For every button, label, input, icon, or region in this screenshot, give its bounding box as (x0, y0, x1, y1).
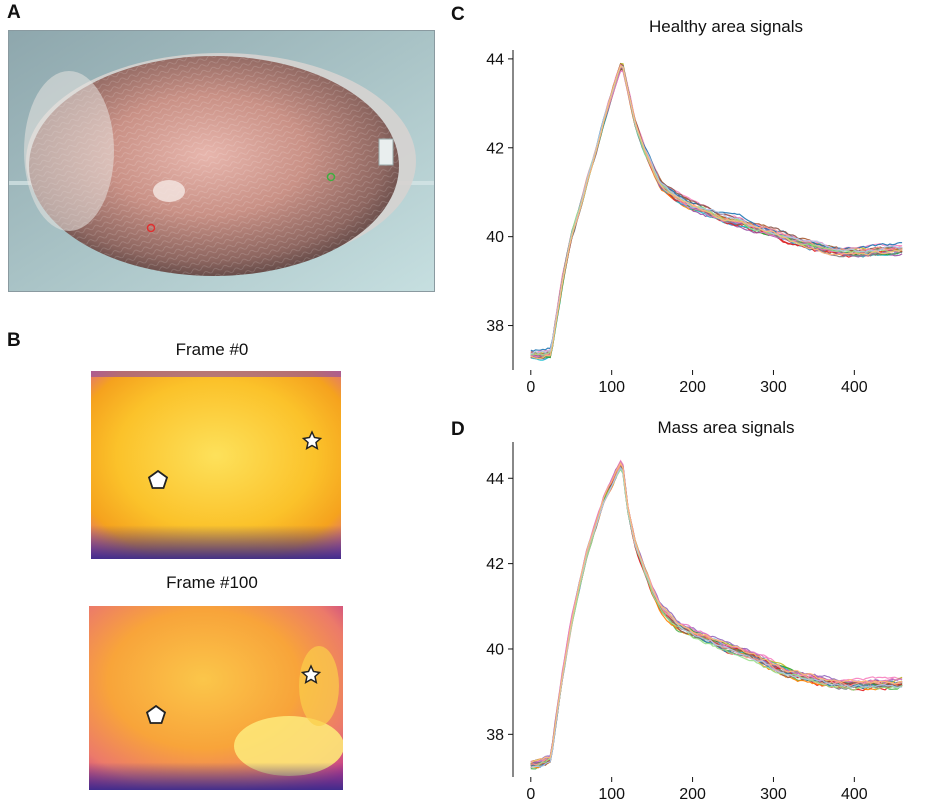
chart-healthy-signals: Healthy area signals 38 40 42 44 0 100 200 300 4… (486, 17, 903, 396)
thermal-frame-100 (89, 606, 343, 790)
signal-series-20 (530, 65, 903, 360)
signal-series-2 (530, 465, 903, 770)
y-tick-label: 38 (486, 727, 504, 744)
panel-label-d: D (451, 419, 465, 440)
signal-series-14 (530, 465, 903, 769)
y-tick-label: 40 (486, 229, 504, 246)
star-marker-frame100 (300, 664, 322, 684)
y-tick-label: 42 (486, 556, 504, 573)
star-marker-frame0 (301, 430, 323, 450)
chart-title: Healthy area signals (649, 17, 803, 36)
signal-series-15 (530, 70, 903, 358)
signal-series-6 (530, 464, 903, 767)
y-tick-label: 40 (486, 641, 504, 658)
signal-series-5 (530, 461, 903, 765)
x-tick-label: 100 (598, 379, 625, 396)
signal-series-11 (530, 68, 903, 360)
chart-mass-signals: Mass area signals 38 40 42 44 0 100 200 300 400 (486, 418, 903, 803)
x-tick-label: 100 (598, 786, 625, 803)
signal-series-1 (530, 465, 903, 766)
y-tick-label: 42 (486, 140, 504, 157)
signal-series-18 (530, 65, 903, 356)
x-tick-label: 300 (760, 379, 787, 396)
x-tick-label: 200 (679, 379, 706, 396)
signal-series-17 (530, 462, 903, 766)
panel-label-b: B (7, 330, 21, 351)
pentagon-marker-frame0 (147, 469, 169, 489)
x-tick-label: 0 (526, 379, 535, 396)
signal-series-7 (530, 459, 903, 763)
signal-series-13 (530, 461, 903, 764)
signal-series-19 (530, 65, 903, 355)
chart-title: Mass area signals (657, 418, 794, 437)
signal-series-20 (530, 462, 903, 764)
panel-label-a: A (7, 2, 21, 23)
x-tick-label: 400 (841, 786, 868, 803)
signal-series-10 (530, 65, 903, 352)
signal-series-15 (530, 460, 903, 763)
frame100-title: Frame #100 (166, 573, 258, 592)
signal-series-7 (530, 62, 903, 354)
signal-series-11 (530, 460, 903, 765)
signal-series-6 (530, 64, 903, 355)
y-tick-label: 38 (486, 318, 504, 335)
thermal-frame-0 (91, 371, 341, 559)
signal-series-10 (530, 467, 903, 768)
signal-series-18 (530, 468, 903, 769)
signal-series-9 (530, 62, 903, 355)
pentagon-marker-frame100 (145, 704, 167, 724)
udder-photo-illustration (9, 31, 434, 291)
signal-series-1 (530, 68, 903, 360)
y-tick-label: 44 (486, 471, 504, 488)
x-tick-label: 300 (760, 786, 787, 803)
frame0-title: Frame #0 (175, 340, 249, 359)
signal-series-16 (530, 465, 903, 767)
udder-photo (8, 30, 435, 292)
panel-label-c: C (451, 4, 465, 25)
x-tick-label: 0 (526, 786, 535, 803)
healthy-area-marker (326, 172, 336, 182)
signal-series-19 (530, 466, 903, 768)
mass-area-marker (146, 223, 156, 233)
signal-series-4 (530, 467, 903, 769)
signal-series-12 (530, 462, 903, 766)
signal-series-3 (530, 461, 903, 765)
x-tick-label: 200 (679, 786, 706, 803)
signal-series-8 (530, 462, 903, 766)
signal-series-14 (530, 62, 903, 356)
signal-series-17 (530, 63, 903, 356)
y-tick-label: 44 (486, 51, 504, 68)
signal-series-9 (530, 463, 903, 763)
x-tick-label: 400 (841, 379, 868, 396)
